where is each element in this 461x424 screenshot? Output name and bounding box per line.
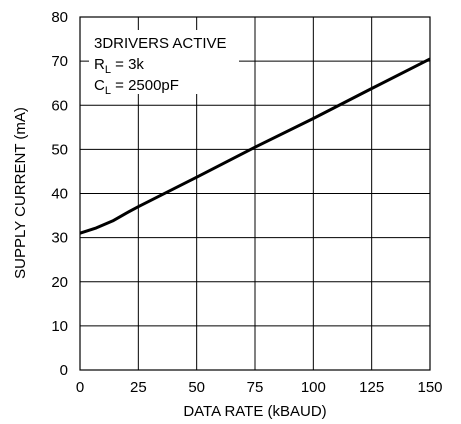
x-tick-label: 75 <box>247 379 264 396</box>
y-tick-label: 40 <box>51 186 68 203</box>
x-tick-label: 125 <box>359 379 384 396</box>
annotation-line-rl: RL = 3k <box>94 56 144 76</box>
x-tick-label: 0 <box>76 379 84 396</box>
annotation-line-drivers: 3DRIVERS ACTIVE <box>94 35 227 52</box>
series-line <box>79 57 431 235</box>
y-tick-label: 10 <box>51 318 68 335</box>
plot-frame <box>79 16 431 371</box>
y-tick-label: 70 <box>51 53 68 70</box>
x-tick-label: 150 <box>417 379 442 396</box>
x-tick-labels: 0 25 50 75 100 125 150 <box>76 379 443 396</box>
y-tick-label: 0 <box>60 362 68 379</box>
y-tick-label: 30 <box>51 230 68 247</box>
annotation-box: 3DRIVERS ACTIVE RL = 3k CL = 2500pF <box>89 30 239 97</box>
x-tick-label: 25 <box>130 379 147 396</box>
y-tick-labels: 0 10 20 30 40 50 60 70 80 <box>51 9 68 379</box>
y-tick-label: 60 <box>51 97 68 114</box>
x-tick-label: 100 <box>301 379 326 396</box>
annotation-line-cl: CL = 2500pF <box>94 77 179 97</box>
x-axis-label: DATA RATE (kBAUD) <box>183 403 326 420</box>
y-tick-label: 20 <box>51 274 68 291</box>
y-axis-label: SUPPLY CURRENT (mA) <box>12 107 29 279</box>
x-tick-label: 50 <box>188 379 205 396</box>
y-tick-label: 50 <box>51 141 68 158</box>
y-tick-label: 80 <box>51 9 68 26</box>
